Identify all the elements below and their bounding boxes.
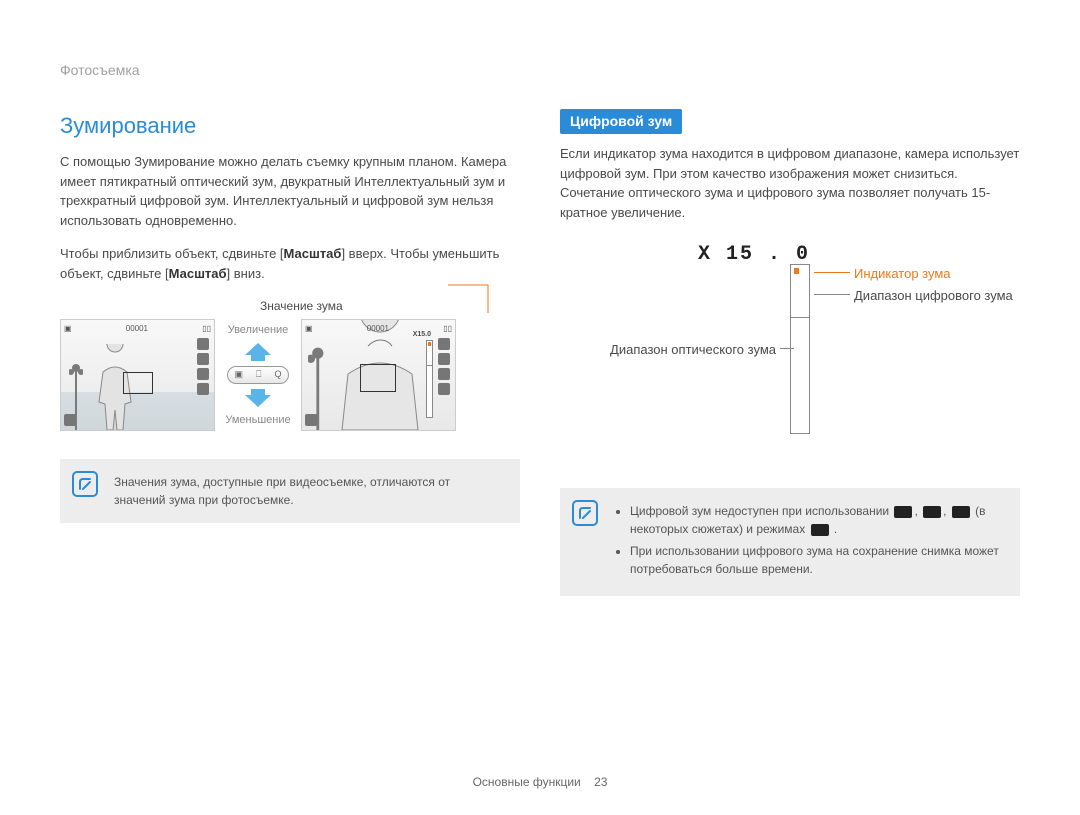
zoom-rocker-icon: ▣⎕Q [227, 366, 289, 384]
zoom-arrow-controls: Увеличение ▣⎕Q Уменьшение [221, 322, 295, 429]
document-page: Фотосъемка Зумирование С помощью Зумиров… [0, 0, 1080, 626]
footer-page-number: 23 [594, 775, 607, 789]
lcd-preview-zoomed: ▣ 00001 ▯▯ X15.0 [301, 319, 456, 431]
shot-counter: 00001 [367, 323, 389, 335]
lcd-preview-wide: ▣ 00001 ▯▯ [60, 319, 215, 431]
zoom-in-label: Увеличение [228, 322, 289, 339]
page-title: Зумирование [60, 109, 520, 142]
camera-icon: ▣ [305, 323, 313, 335]
page-footer: Основные функции 23 [0, 773, 1080, 791]
note-box-left: Значения зума, доступные при видеосъемке… [60, 459, 520, 523]
flash-icon [305, 414, 317, 426]
zoom-indicator-label: Индикатор зума [854, 264, 951, 284]
camera-icon: ▣ [64, 323, 72, 335]
optical-range-label: Диапазон оптического зума [586, 340, 776, 360]
lcd-mode-icon [438, 353, 450, 365]
lcd-mode-icon [438, 368, 450, 380]
smart-mode-icon [894, 506, 912, 518]
section-heading-digital-zoom: Цифровой зум [560, 109, 682, 134]
note-text: Значения зума, доступные при видеосъемке… [114, 475, 450, 507]
min-mode-icon [952, 506, 970, 518]
zoom-out-label: Уменьшение [225, 412, 290, 429]
lcd-mode-icon [197, 353, 209, 365]
zoom-range-diagram: X 15 . 0 Индикатор зума Диапазон цифрово… [560, 240, 1020, 460]
info-icon [572, 500, 598, 526]
right-column: Цифровой зум Если индикатор зума находит… [560, 109, 1020, 596]
intro-paragraph: С помощью Зумирование можно делать съемк… [60, 152, 520, 230]
shot-counter: 00001 [126, 323, 148, 335]
zoom-value-caption: Значение зума [260, 297, 520, 315]
arrow-down-icon [241, 387, 275, 409]
instruction-paragraph: Чтобы приблизить объект, сдвиньте [Масшт… [60, 244, 520, 283]
breadcrumb: Фотосъемка [60, 60, 1020, 81]
info-icon [72, 471, 98, 497]
zoom-value-overlay: X15.0 [413, 330, 431, 341]
lcd-mode-icon [438, 383, 450, 395]
left-column: Зумирование С помощью Зумирование можно … [60, 109, 520, 596]
lcd-mode-icon [197, 383, 209, 395]
note-item: Цифровой зум недоступен при использовани… [630, 502, 1004, 538]
lcd-mode-icon [438, 338, 450, 350]
note-item: При использовании цифрового зума на сохр… [630, 542, 1004, 578]
arrow-up-icon [241, 341, 275, 363]
zoom-indicator-fill [794, 268, 799, 274]
zoom-scale-bar [790, 264, 810, 434]
digital-range-label: Диапазон цифрового зума [854, 286, 1013, 306]
lcd-mode-icon [197, 338, 209, 350]
ois-mode-icon [923, 506, 941, 518]
movie-mode-icon [811, 524, 829, 536]
flash-icon [64, 414, 76, 426]
note-list: Цифровой зум недоступен при использовани… [614, 502, 1004, 578]
content-columns: Зумирование С помощью Зумирование можно … [60, 109, 1020, 596]
note-box-right: Цифровой зум недоступен при использовани… [560, 488, 1020, 596]
lcd-screenshot-row: ▣ 00001 ▯▯ [60, 319, 520, 431]
footer-section: Основные функции [473, 775, 581, 789]
digital-zoom-paragraph: Если индикатор зума находится в цифровом… [560, 144, 1020, 222]
lcd-mode-icon [197, 368, 209, 380]
